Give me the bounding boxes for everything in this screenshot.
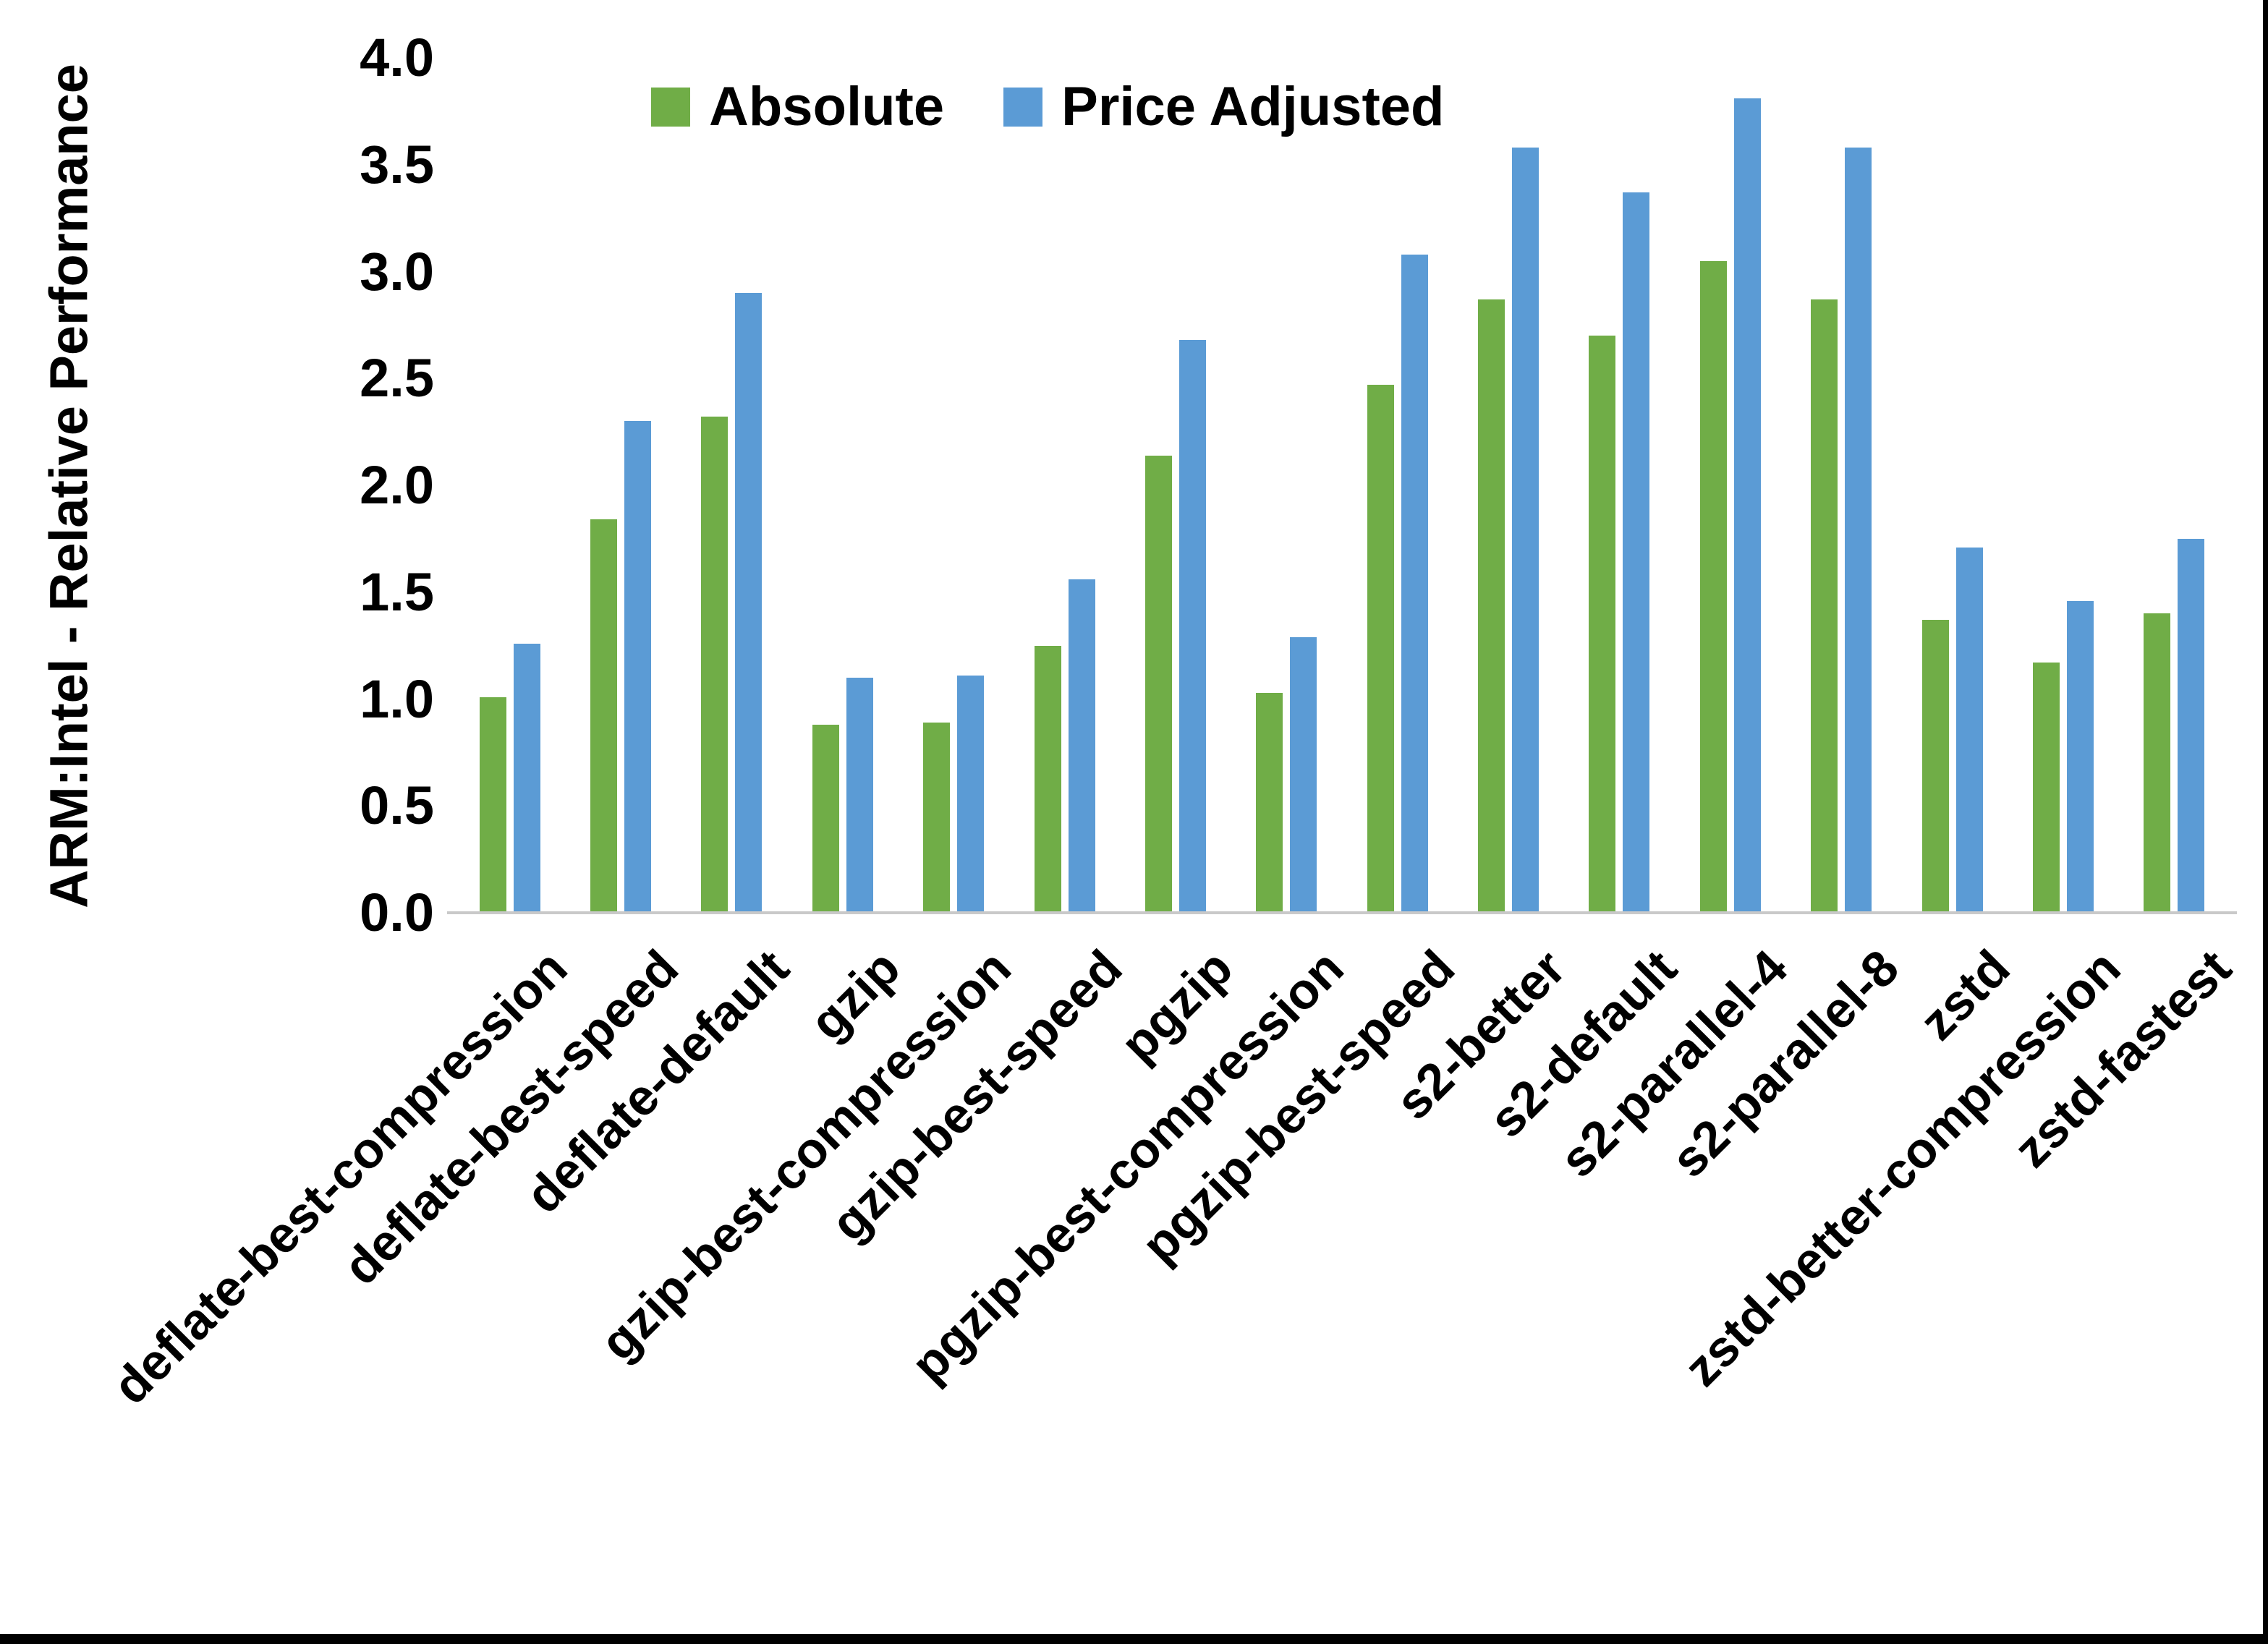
bar-group-s2-default — [1564, 58, 1675, 913]
bar-group-pgzip — [1120, 58, 1231, 913]
x-axis-line — [447, 911, 2237, 914]
bar-absolute-s2-better — [1478, 299, 1505, 913]
bar-price-adjusted-s2-parallel-8 — [1845, 148, 1872, 913]
bar-absolute-pgzip-best-speed — [1367, 385, 1394, 913]
bar-group-deflate-best-compression — [454, 58, 565, 913]
bar-absolute-deflate-best-speed — [590, 519, 618, 913]
bar-price-adjusted-zstd-better-compression — [2066, 600, 2094, 913]
bar-absolute-deflate-best-compression — [479, 697, 506, 913]
bar-group-deflate-default — [676, 58, 787, 913]
bar-absolute-gzip — [812, 724, 839, 913]
bar-absolute-s2-default — [1589, 336, 1616, 913]
y-tick-label-3.0: 3.0 — [360, 241, 434, 302]
bar-group-gzip-best-compression — [899, 58, 1009, 913]
bar-absolute-deflate-default — [701, 417, 729, 913]
x-tick-label-deflate-best-compression: deflate-best-compression — [101, 939, 578, 1415]
bar-group-s2-parallel-4 — [1675, 58, 1785, 913]
y-tick-label-2.0: 2.0 — [360, 455, 434, 515]
bar-price-adjusted-gzip — [846, 677, 873, 913]
bar-group-zstd-better-compression — [2008, 58, 2118, 913]
bar-price-adjusted-pgzip-best-speed — [1401, 254, 1428, 913]
bar-price-adjusted-zstd — [1955, 547, 1983, 913]
bar-absolute-zstd-fastest — [2144, 613, 2171, 913]
bar-group-deflate-best-speed — [565, 58, 676, 913]
bar-absolute-s2-parallel-8 — [1811, 299, 1838, 913]
page-border-right — [2263, 0, 2268, 1644]
legend-item-absolute: Absolute — [651, 80, 944, 135]
bar-absolute-gzip-best-compression — [923, 723, 951, 913]
y-tick-label-0.5: 0.5 — [360, 775, 434, 836]
bar-price-adjusted-deflate-default — [735, 293, 763, 913]
y-tick-label-1.0: 1.0 — [360, 668, 434, 729]
bar-price-adjusted-deflate-best-compression — [513, 643, 540, 913]
bar-price-adjusted-zstd-fastest — [2178, 538, 2205, 913]
chart-legend: Absolute Price Adjusted — [651, 80, 1444, 135]
y-tick-label-1.5: 1.5 — [360, 561, 434, 622]
legend-label-price-adjusted: Price Adjusted — [1061, 76, 1445, 137]
legend-item-price-adjusted: Price Adjusted — [1003, 80, 1444, 135]
bar-group-s2-parallel-8 — [1786, 58, 1897, 913]
legend-swatch-price-adjusted — [1003, 88, 1043, 127]
bar-price-adjusted-s2-default — [1623, 192, 1650, 913]
bar-absolute-zstd-better-compression — [2032, 663, 2060, 913]
bar-group-pgzip-best-compression — [1231, 58, 1342, 913]
bar-price-adjusted-gzip-best-speed — [1068, 579, 1095, 913]
bar-price-adjusted-s2-better — [1512, 148, 1539, 913]
legend-swatch-absolute — [651, 88, 690, 127]
bar-price-adjusted-gzip-best-compression — [957, 676, 985, 913]
bar-group-gzip — [787, 58, 898, 913]
bar-group-gzip-best-speed — [1009, 58, 1120, 913]
y-tick-label-4.0: 4.0 — [360, 27, 434, 88]
bar-group-s2-better — [1453, 58, 1563, 913]
y-axis-title: ARM:Intel - Relative Performance — [38, 64, 99, 908]
bar-price-adjusted-pgzip — [1178, 340, 1206, 913]
bar-absolute-pgzip-best-compression — [1256, 692, 1283, 913]
y-tick-label-2.5: 2.5 — [360, 348, 434, 409]
bar-absolute-s2-parallel-4 — [1699, 260, 1727, 913]
y-tick-label-0.0: 0.0 — [360, 882, 434, 942]
plot-area — [447, 58, 2237, 914]
bar-group-zstd — [1897, 58, 2008, 913]
y-tick-label-3.5: 3.5 — [360, 134, 434, 195]
bar-group-pgzip-best-speed — [1342, 58, 1453, 913]
bar-price-adjusted-deflate-best-speed — [624, 421, 652, 913]
bar-absolute-pgzip — [1144, 455, 1172, 913]
bar-absolute-zstd — [1921, 620, 1949, 913]
bar-group-zstd-fastest — [2119, 58, 2230, 913]
legend-label-absolute: Absolute — [709, 76, 945, 137]
bar-price-adjusted-pgzip-best-compression — [1290, 636, 1317, 913]
bar-price-adjusted-s2-parallel-4 — [1733, 98, 1761, 913]
page-border-bottom — [0, 1634, 2268, 1644]
bar-absolute-gzip-best-speed — [1034, 645, 1061, 913]
